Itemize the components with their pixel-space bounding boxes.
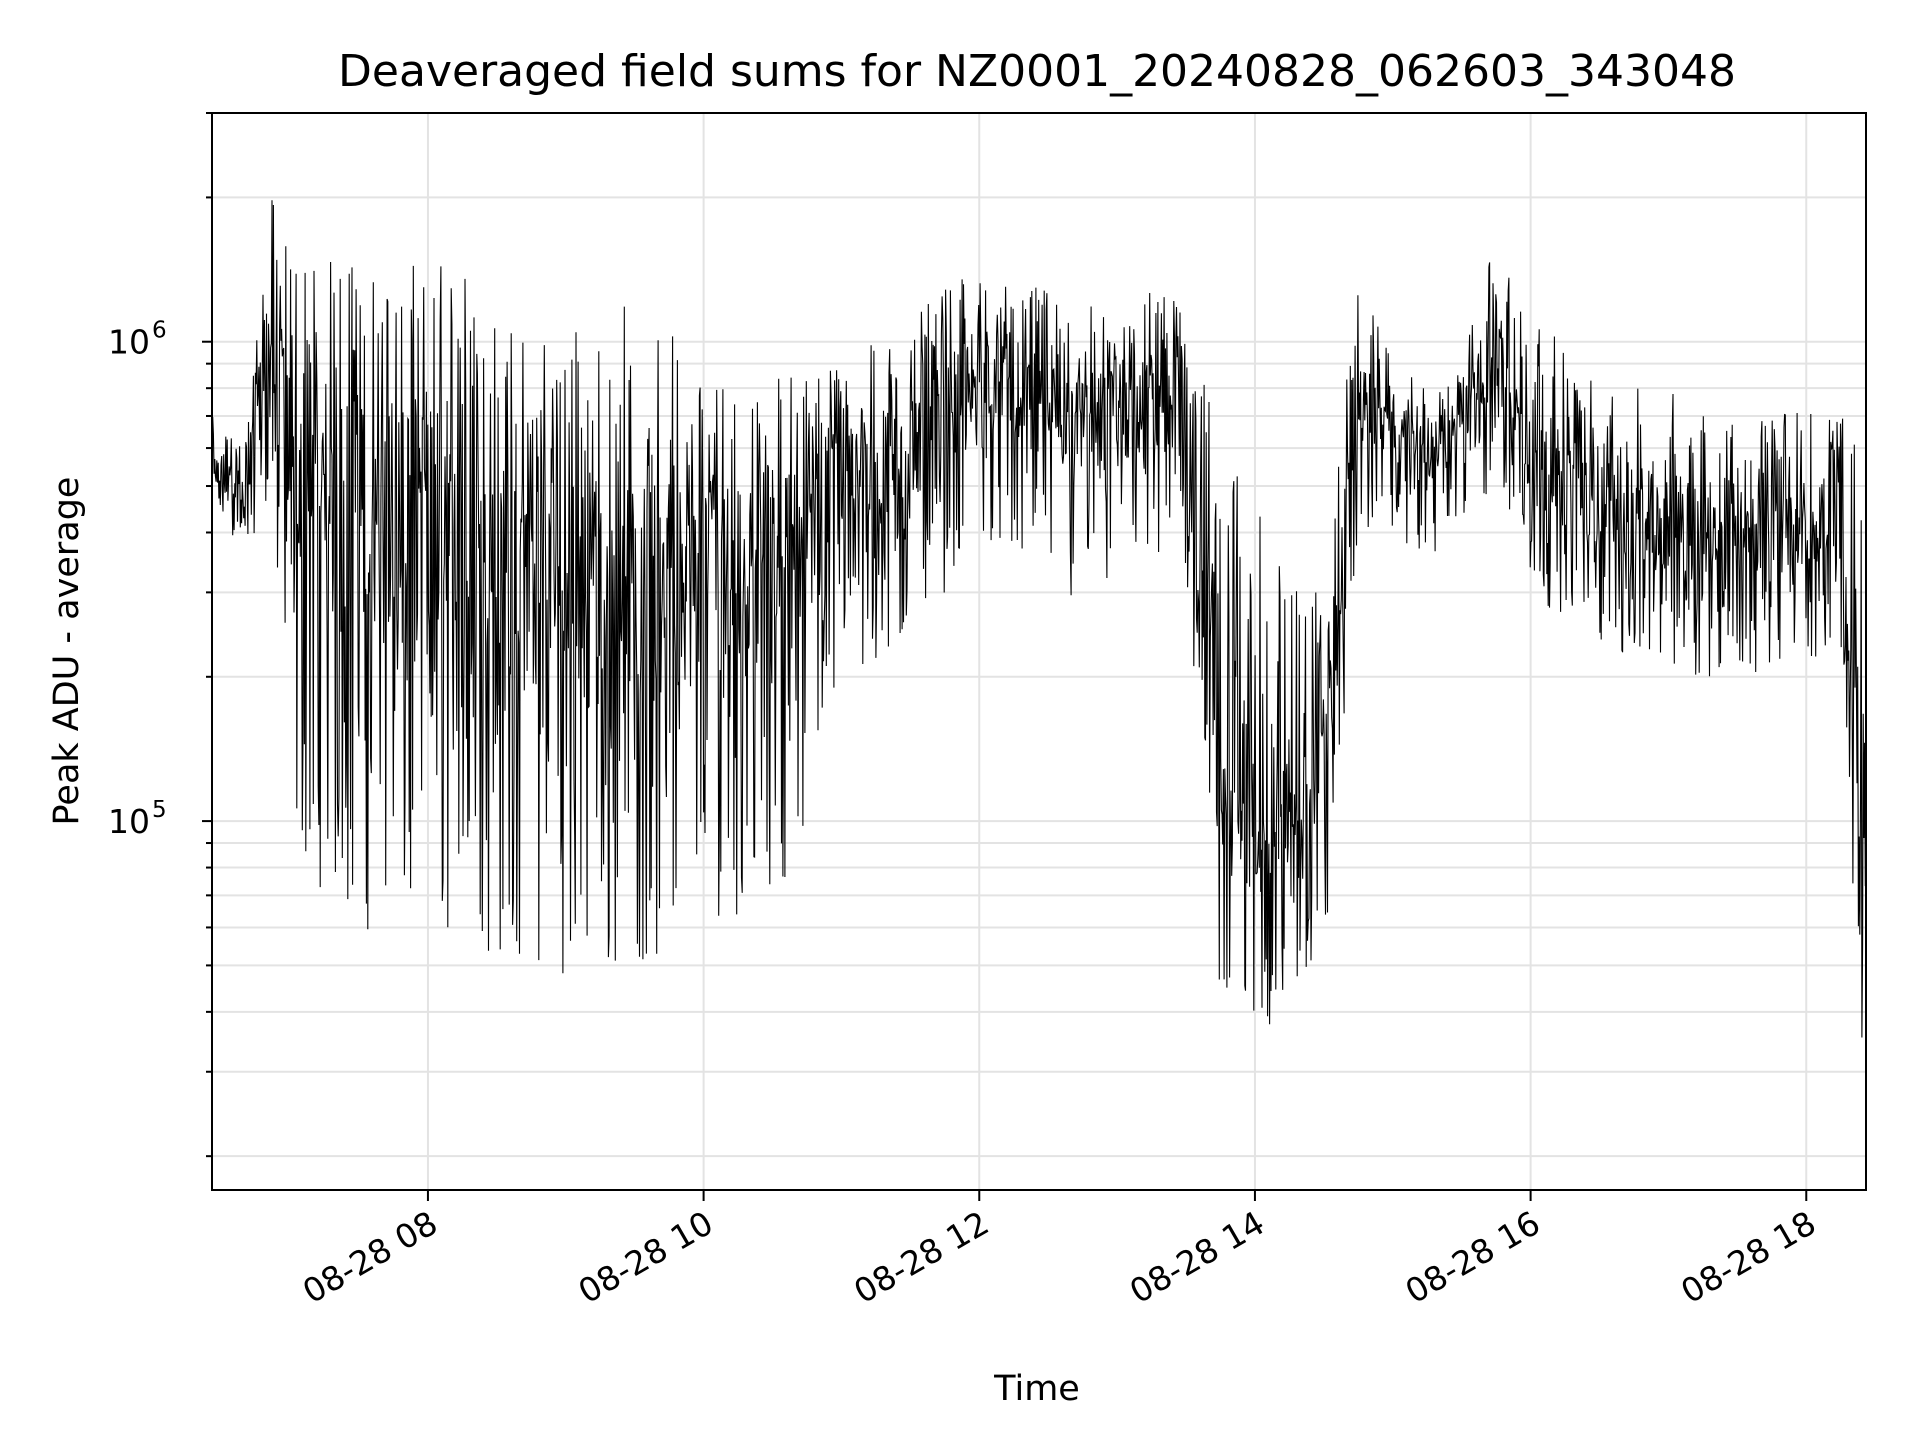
y-tick-label: 10 xyxy=(108,802,150,841)
plot-frame xyxy=(211,112,1867,1191)
x-tick-label: 08-28 12 xyxy=(847,1203,995,1311)
x-tick-label: 08-28 16 xyxy=(1399,1203,1547,1311)
chart-title: Deaveraged field sums for NZ0001_2024082… xyxy=(338,46,1736,97)
x-axis-label: Time xyxy=(993,1369,1080,1409)
y-axis-label: Peak ADU - average xyxy=(47,477,87,826)
x-tick-label: 08-28 10 xyxy=(572,1203,720,1311)
y-tick-exponent: 5 xyxy=(152,797,167,823)
y-tick-label: 10 xyxy=(108,323,150,362)
x-tick-label: 08-28 08 xyxy=(296,1203,444,1311)
x-tick-label: 08-28 14 xyxy=(1123,1203,1271,1311)
x-tick-label: 08-28 18 xyxy=(1674,1203,1822,1311)
x-axis-ticks: 08-28 08 08-28 10 08-28 12 08-28 14 08-28 16… xyxy=(296,1190,1822,1311)
grid-lines xyxy=(212,112,1866,1190)
data-series xyxy=(211,200,1867,1038)
series-line xyxy=(211,200,1867,1038)
y-tick-exponent: 6 xyxy=(152,318,167,344)
